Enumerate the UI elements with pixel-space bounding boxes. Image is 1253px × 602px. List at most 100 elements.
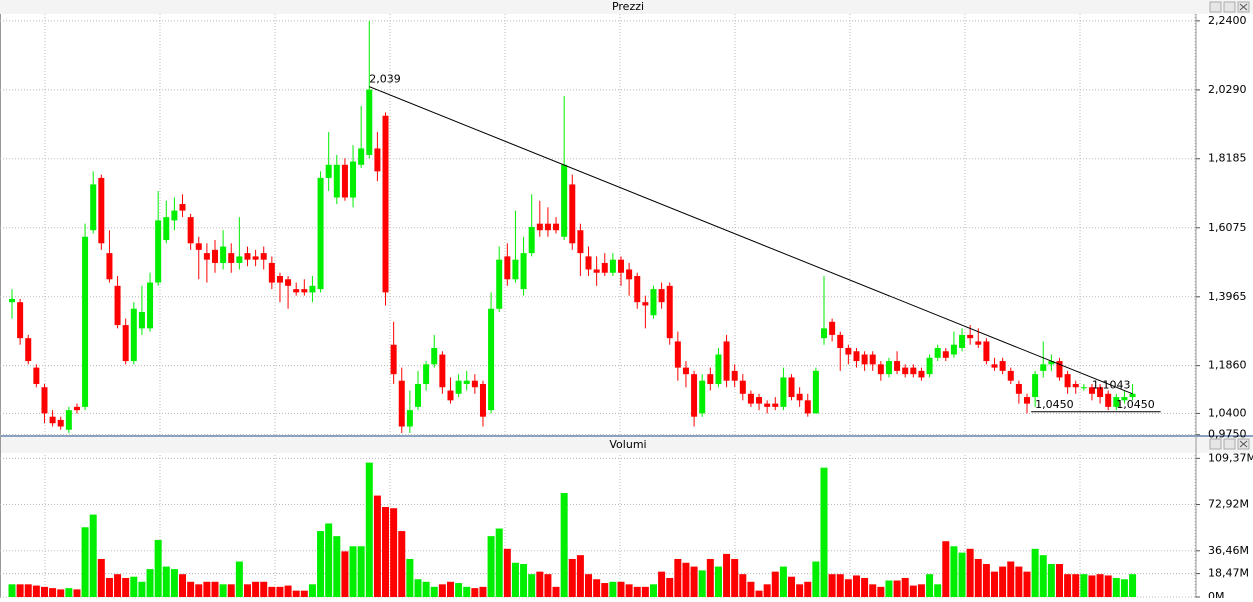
minimize-button[interactable] [1209, 438, 1222, 450]
volume-bar [950, 546, 958, 597]
candle-body [926, 357, 933, 375]
volume-bar [414, 579, 422, 597]
candle-body [98, 177, 105, 244]
volume-bar [731, 558, 739, 597]
candle-body [902, 367, 909, 375]
volume-bar [1064, 574, 1072, 597]
y-tick-label: 1,1860 [1208, 359, 1247, 372]
volume-bar [40, 586, 48, 597]
minimize-button[interactable] [1209, 1, 1222, 13]
volume-bar [406, 558, 414, 597]
volume-bar [844, 579, 852, 597]
candle-body [780, 377, 787, 407]
candle-body [772, 403, 779, 407]
candle-body [682, 367, 689, 375]
candle-body [309, 285, 316, 293]
volume-bar [723, 553, 731, 597]
volume-bar [455, 583, 463, 597]
candle-body [674, 341, 681, 368]
volume-bar [641, 586, 649, 597]
candle-body [1097, 387, 1104, 398]
candle-body [723, 341, 730, 381]
candle-body [285, 279, 292, 286]
maximize-button[interactable] [1223, 1, 1236, 13]
volume-bar [617, 581, 625, 597]
candle-body [691, 374, 698, 417]
candle-body [187, 217, 194, 244]
candle-body [49, 416, 56, 424]
candle-body [626, 269, 633, 280]
candle-body [163, 217, 170, 241]
volume-bar [658, 571, 666, 597]
volume-bar [755, 590, 763, 597]
volume-bar [1129, 574, 1137, 597]
volume-bar [300, 590, 308, 597]
volume-bar [568, 558, 576, 597]
volume-bar [698, 570, 706, 597]
y-tick-label: 1,0400 [1208, 406, 1247, 419]
price-title: Prezzi [612, 0, 644, 13]
candle-body [788, 377, 795, 398]
maximize-button[interactable] [1223, 438, 1236, 450]
candle-body [374, 148, 381, 172]
volume-bar [1047, 564, 1055, 597]
volume-bar [633, 586, 641, 597]
volume-bar [357, 546, 365, 597]
volume-bar [1088, 575, 1096, 597]
volume-bar [1072, 574, 1080, 597]
candle-body [618, 259, 624, 273]
candle-body [268, 262, 275, 283]
volume-bar [260, 581, 268, 597]
volume-bar [812, 561, 820, 597]
candle-body [593, 269, 600, 273]
volume-bar [796, 584, 804, 597]
candle-body [236, 256, 243, 263]
volume-window-buttons[interactable] [1209, 438, 1250, 450]
candle-body [512, 259, 519, 280]
volume-bar [585, 574, 593, 597]
volume-bar [869, 584, 877, 597]
volume-bar [325, 523, 333, 597]
candle-body [147, 282, 154, 329]
candle-body [293, 289, 300, 293]
volume-bar [982, 564, 990, 597]
candle-body [845, 347, 852, 355]
candle-body [877, 364, 884, 375]
candle-body [1040, 364, 1047, 371]
candle-body [439, 354, 446, 388]
candle-body [276, 276, 283, 283]
candle-body [471, 380, 478, 388]
volume-title: Volumi [609, 438, 646, 451]
candle-body [301, 289, 308, 293]
candle-body [122, 325, 129, 362]
candle-body [463, 380, 470, 384]
volume-bar [528, 574, 536, 597]
volume-bar [536, 571, 544, 597]
volume-bar [114, 574, 122, 597]
volume-bar [560, 493, 568, 597]
volume-bar [601, 583, 609, 597]
price-window-buttons[interactable] [1209, 1, 1250, 13]
candle-body [423, 364, 430, 384]
candle-body [731, 370, 738, 381]
candle-body [406, 410, 413, 427]
volume-bar [487, 536, 495, 597]
candle-body [390, 344, 397, 375]
candle-body [1080, 387, 1087, 389]
candle-body [41, 387, 48, 414]
candle-body [82, 236, 89, 407]
y-tick-label: 0,9750 [1208, 428, 1247, 441]
candle-body [853, 351, 860, 362]
candle-body [415, 383, 421, 407]
volume-bar [503, 548, 511, 597]
volume-bar [788, 576, 796, 597]
volume-header [0, 436, 1253, 453]
volume-bar [552, 586, 560, 597]
volume-bar [520, 564, 528, 597]
volume-bar [422, 581, 430, 597]
candle-body [707, 374, 714, 384]
volume-bar [81, 527, 89, 597]
candle-body [260, 253, 267, 260]
volume-bar [747, 581, 755, 597]
